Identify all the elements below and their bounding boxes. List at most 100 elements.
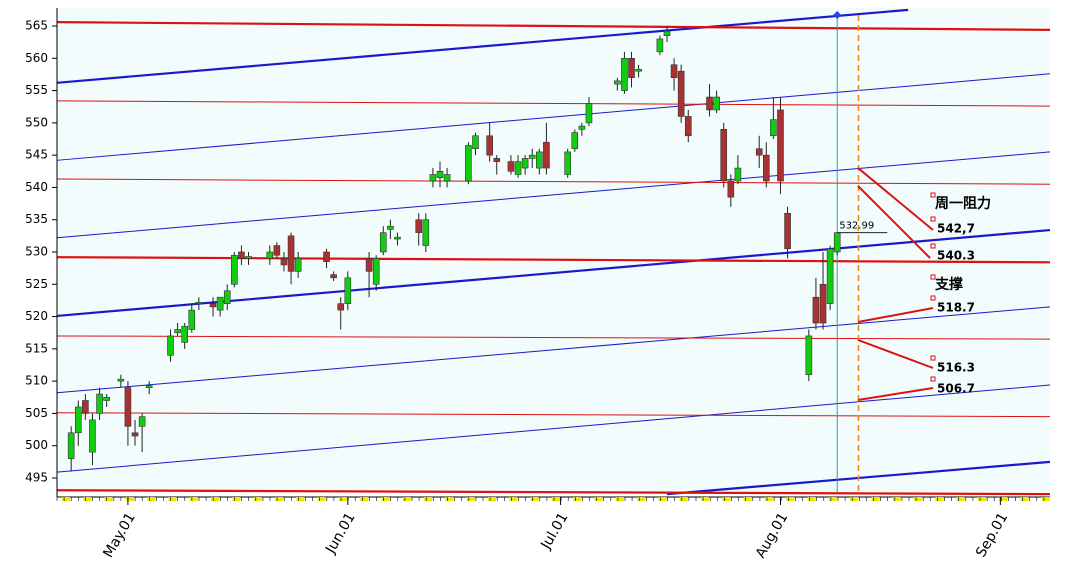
candle-body <box>663 30 671 36</box>
trend-line <box>56 489 1051 496</box>
candle-body <box>571 132 579 149</box>
plot-area <box>57 8 1050 492</box>
axis-decor-mark <box>637 497 646 501</box>
candle-body <box>74 406 82 434</box>
candle-body <box>138 416 146 427</box>
box <box>930 243 936 249</box>
candle-body <box>755 148 763 156</box>
axis-decor-mark <box>168 497 177 501</box>
candle-body <box>337 303 345 311</box>
candle-body <box>713 96 720 111</box>
candle-body <box>720 129 728 182</box>
marks: 532.99 <box>56 8 1051 496</box>
trend-line <box>56 178 1051 185</box>
annotation: 支撑 <box>934 276 963 293</box>
axis-decor-mark <box>488 497 496 501</box>
axis-decor-mark <box>807 497 816 501</box>
y-tick-label: 550 <box>25 115 48 129</box>
candle-body <box>422 219 430 246</box>
x-tick-label: Jun.01 <box>322 510 358 557</box>
candle-body <box>585 103 593 124</box>
axis-decor-mark <box>275 497 283 501</box>
candle-body <box>819 283 827 324</box>
candle-body <box>706 96 713 111</box>
candle-body <box>231 254 238 285</box>
candle-body <box>826 248 834 304</box>
axis-decor-mark <box>956 497 965 501</box>
candle-body <box>727 180 735 198</box>
arrow-line <box>857 387 934 401</box>
axis-decor-mark <box>232 497 241 501</box>
trend-line <box>56 335 1051 340</box>
box <box>930 216 936 222</box>
axis-decor-mark <box>828 497 837 501</box>
marker <box>833 11 842 20</box>
x-tick-label: Jul.01 <box>538 510 572 553</box>
axis-decor-mark <box>211 497 220 501</box>
candle-body <box>280 258 288 266</box>
candle-body <box>528 154 536 159</box>
candle-body <box>493 158 501 162</box>
axis-decor-mark <box>445 497 454 501</box>
candle-body <box>734 167 742 182</box>
axis-decor-mark <box>892 497 901 501</box>
box <box>930 355 936 361</box>
axis-decor <box>56 497 1050 501</box>
candle-body <box>344 277 352 304</box>
candle-body <box>103 396 110 401</box>
axis-decor-mark <box>360 497 369 501</box>
candle-body <box>805 335 813 375</box>
axis-decor-mark <box>1041 497 1050 501</box>
candle-body <box>223 290 231 304</box>
candle-body <box>323 251 330 262</box>
candle-body <box>514 161 522 175</box>
candle-body <box>777 109 784 182</box>
axis-decor-mark <box>935 497 944 501</box>
axis-decor-mark <box>338 497 347 501</box>
arrow-line <box>857 185 931 259</box>
candle-body <box>564 151 571 175</box>
y-tick-label: 545 <box>25 148 48 162</box>
box <box>930 192 936 198</box>
candle-body <box>216 296 224 311</box>
trend-line <box>56 8 909 84</box>
axis-decor-mark <box>62 497 70 501</box>
axis-decor-mark <box>551 497 560 501</box>
candle-body <box>245 256 252 259</box>
axis-decor-mark <box>977 497 986 501</box>
annotation-boxes <box>930 192 936 382</box>
candle-body <box>415 219 423 233</box>
trend-line <box>56 21 1051 31</box>
axis-decor-mark <box>786 497 795 501</box>
candle-body <box>273 245 281 256</box>
candle-body <box>287 235 295 272</box>
y-tick-label: 505 <box>25 406 48 420</box>
annotation: 542,7 <box>937 222 975 236</box>
y-tick-label: 515 <box>25 341 48 355</box>
arrow-line <box>857 307 934 323</box>
candle-body <box>266 251 274 259</box>
candle-body <box>429 174 437 182</box>
candle-body <box>812 296 820 324</box>
trend-line <box>56 412 1051 418</box>
trend-line <box>56 73 1051 161</box>
y-tick-label: 500 <box>25 438 48 452</box>
candle-body <box>684 116 692 137</box>
trend-line <box>56 151 1051 239</box>
axis-decor-mark <box>743 497 752 501</box>
candle-body <box>521 158 529 169</box>
last-price-label: 532.99 <box>839 221 874 232</box>
axis-decor-mark <box>764 497 773 501</box>
axis-decor-mark <box>594 497 603 501</box>
candle-body <box>124 387 132 427</box>
candle-body <box>195 302 203 304</box>
candle-body <box>486 135 493 156</box>
candle-body <box>89 419 96 453</box>
candle-body <box>833 232 841 253</box>
candle-body <box>67 432 75 459</box>
candle-body <box>635 68 642 72</box>
candle-body <box>294 258 302 272</box>
candle-body <box>507 161 515 172</box>
candle-body <box>536 151 543 169</box>
candle-body <box>543 141 550 169</box>
